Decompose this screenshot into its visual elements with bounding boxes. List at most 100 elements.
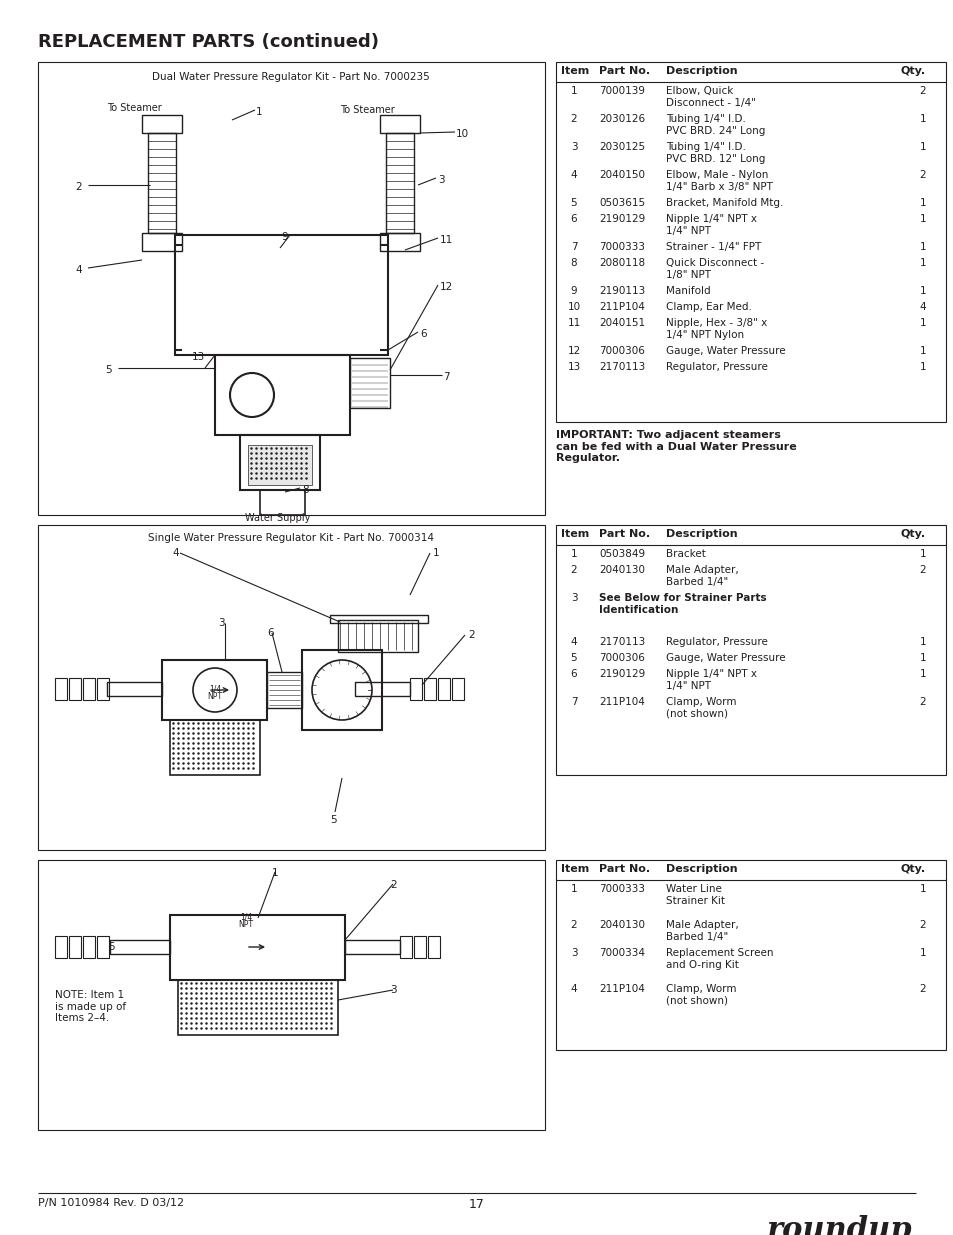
Text: 13: 13 [192, 352, 205, 362]
Bar [410, 678, 421, 700]
Text: 6: 6 [570, 214, 577, 224]
Text: 12: 12 [439, 282, 453, 291]
Text: 1: 1 [919, 637, 925, 647]
Text: Strainer - 1/4" FPT: Strainer - 1/4" FPT [665, 242, 760, 252]
Text: 5: 5 [330, 815, 336, 825]
Text: 2: 2 [570, 564, 577, 576]
Text: 2: 2 [390, 881, 396, 890]
Bar [97, 678, 109, 700]
Text: 5: 5 [570, 198, 577, 207]
Text: Nipple 1/4" NPT x
1/4" NPT: Nipple 1/4" NPT x 1/4" NPT [665, 669, 757, 690]
Text: Regulator, Pressure: Regulator, Pressure [665, 362, 767, 372]
Text: 9: 9 [281, 232, 288, 242]
Text: Elbow, Male - Nylon
1/4" Barb x 3/8" NPT: Elbow, Male - Nylon 1/4" Barb x 3/8" NPT [665, 170, 772, 191]
Text: Description: Description [665, 529, 737, 538]
Text: 2170113: 2170113 [598, 362, 644, 372]
Text: 0503849: 0503849 [598, 550, 644, 559]
Text: Bracket, Manifold Mtg.: Bracket, Manifold Mtg. [665, 198, 782, 207]
Text: 8: 8 [570, 258, 577, 268]
Text: To Steamer: To Steamer [107, 103, 162, 112]
Bar [350, 358, 390, 408]
Bar [107, 682, 162, 697]
Text: Qty.: Qty. [900, 864, 925, 874]
Text: 2040151: 2040151 [598, 317, 644, 329]
Text: 3: 3 [570, 142, 577, 152]
Text: 4: 4 [75, 266, 82, 275]
Text: 7000306: 7000306 [598, 653, 644, 663]
Text: 4: 4 [570, 170, 577, 180]
Text: 1: 1 [919, 948, 925, 958]
Bar [38, 62, 544, 515]
Bar [379, 115, 419, 133]
Bar [260, 490, 305, 515]
Bar [38, 860, 544, 1130]
Bar [399, 936, 412, 958]
Text: 1: 1 [919, 114, 925, 124]
Text: Male Adapter,
Barbed 1/4": Male Adapter, Barbed 1/4" [665, 920, 738, 941]
Bar [423, 678, 436, 700]
Text: 7000334: 7000334 [598, 948, 644, 958]
Text: 6: 6 [419, 329, 426, 338]
Text: 17: 17 [469, 1198, 484, 1212]
Text: 2170113: 2170113 [598, 637, 644, 647]
Bar [178, 981, 337, 1035]
Text: Part No.: Part No. [598, 529, 649, 538]
Text: See Below for Strainer Parts
Identification: See Below for Strainer Parts Identificat… [598, 593, 766, 615]
Bar [386, 133, 414, 233]
Text: 2030125: 2030125 [598, 142, 644, 152]
Bar [437, 678, 450, 700]
Bar [355, 682, 410, 697]
Text: REPLACEMENT PARTS (continued): REPLACEMENT PARTS (continued) [38, 33, 378, 51]
Text: 5: 5 [570, 653, 577, 663]
Bar [162, 659, 267, 720]
Text: NOTE: Item 1
is made up of
Items 2–4.: NOTE: Item 1 is made up of Items 2–4. [55, 990, 126, 1024]
Bar [414, 936, 426, 958]
Text: 2: 2 [570, 920, 577, 930]
Bar [214, 354, 350, 435]
Text: 3: 3 [390, 986, 396, 995]
Text: 5: 5 [108, 942, 114, 952]
Text: Single Water Pressure Regulator Kit - Part No. 7000314: Single Water Pressure Regulator Kit - Pa… [148, 534, 434, 543]
Text: 1: 1 [919, 362, 925, 372]
Text: 211P104: 211P104 [598, 697, 644, 706]
Text: 3: 3 [570, 593, 577, 603]
Text: 6: 6 [267, 629, 274, 638]
Text: 1/4: 1/4 [239, 911, 252, 921]
Text: Item: Item [560, 65, 589, 77]
Text: 2: 2 [570, 114, 577, 124]
Text: To Steamer: To Steamer [339, 105, 395, 115]
Text: 2040130: 2040130 [598, 564, 644, 576]
Text: 1: 1 [570, 884, 577, 894]
Text: 1/4: 1/4 [209, 685, 221, 694]
Text: Nipple, Hex - 3/8" x
1/4" NPT Nylon: Nipple, Hex - 3/8" x 1/4" NPT Nylon [665, 317, 766, 340]
Text: Manifold: Manifold [665, 287, 710, 296]
Bar [248, 445, 312, 485]
Bar [267, 672, 302, 708]
Text: 3: 3 [218, 618, 224, 629]
Text: 1: 1 [919, 198, 925, 207]
Text: 13: 13 [567, 362, 580, 372]
Text: Clamp, Worm
(not shown): Clamp, Worm (not shown) [665, 984, 736, 1005]
Text: NPT: NPT [238, 920, 253, 929]
Bar [83, 678, 95, 700]
Text: Nipple 1/4" NPT x
1/4" NPT: Nipple 1/4" NPT x 1/4" NPT [665, 214, 757, 236]
Bar [240, 435, 319, 490]
Text: 11: 11 [567, 317, 580, 329]
Bar [69, 678, 81, 700]
Text: 2: 2 [468, 630, 475, 640]
Text: Qty.: Qty. [900, 65, 925, 77]
Text: 2190113: 2190113 [598, 287, 644, 296]
Text: 2080118: 2080118 [598, 258, 644, 268]
Text: 2040150: 2040150 [598, 170, 644, 180]
Text: 1: 1 [919, 214, 925, 224]
Text: Item: Item [560, 864, 589, 874]
Text: 2: 2 [919, 564, 925, 576]
Text: IMPORTANT: Two adjacent steamers
can be fed with a Dual Water Pressure
Regulator: IMPORTANT: Two adjacent steamers can be … [556, 430, 796, 463]
Text: 2: 2 [75, 182, 82, 191]
Bar [55, 936, 67, 958]
Bar [55, 678, 67, 700]
Text: 7000306: 7000306 [598, 346, 644, 356]
Bar [556, 525, 945, 776]
Text: 1: 1 [570, 550, 577, 559]
Text: Dual Water Pressure Regulator Kit - Part No. 7000235: Dual Water Pressure Regulator Kit - Part… [152, 72, 430, 82]
